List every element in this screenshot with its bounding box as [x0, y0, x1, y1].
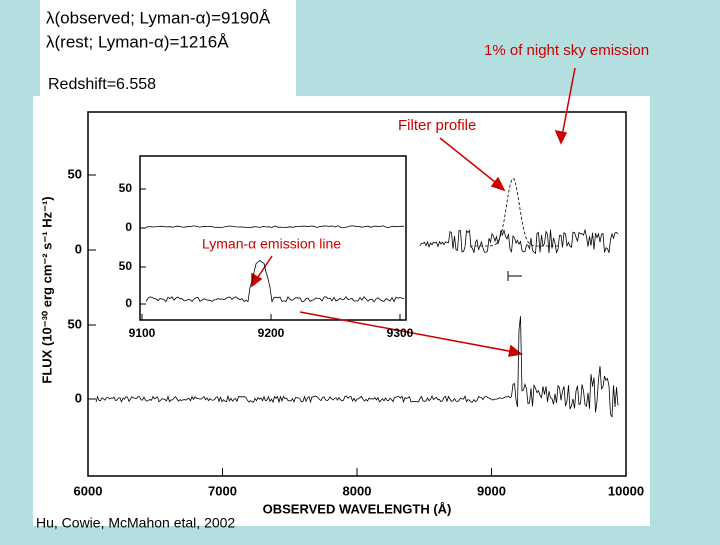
y-tick-label: 50 — [68, 166, 82, 181]
lyman-note: Lyman-α emission line — [202, 236, 341, 252]
x-tick-label: 9000 — [477, 483, 506, 498]
info-box — [40, 0, 296, 96]
inset-y-tick-label: 0 — [125, 296, 132, 310]
info-line: λ(observed; Lyman-α)=9190Å — [46, 8, 271, 27]
x-tick-label: 10000 — [608, 483, 644, 498]
inset-frame — [139, 155, 407, 321]
inset-x-tick-label: 9300 — [387, 326, 414, 340]
error-bar — [507, 271, 522, 281]
arrows — [251, 67, 576, 357]
inset-spectrum — [145, 259, 405, 304]
info-line: λ(rest; Lyman-α)=1216Å — [46, 32, 229, 51]
spectrum-upper — [419, 228, 619, 255]
y-tick-label: 0 — [75, 390, 82, 405]
redshift: Redshift=6.558 — [48, 76, 156, 93]
spectrum-lower — [95, 316, 619, 418]
x-tick-label: 7000 — [208, 483, 237, 498]
x-label: OBSERVED WAVELENGTH (Å) — [263, 501, 452, 516]
inset-x-tick-label: 9100 — [129, 326, 156, 340]
filter-profile — [470, 178, 560, 247]
filter-note: Filter profile — [398, 117, 476, 134]
sky-note: 1% of night sky emission — [484, 42, 649, 59]
y-tick-label: 50 — [68, 316, 82, 331]
inset-y-tick-label: 50 — [119, 259, 133, 273]
x-tick-label: 8000 — [343, 483, 372, 498]
y-label: FLUX (10⁻³⁰ erg cm⁻² s⁻¹ Hz⁻¹) — [39, 196, 54, 383]
inset-sky — [145, 225, 404, 229]
citation: Hu, Cowie, McMahon etal, 2002 — [36, 515, 235, 531]
x-tick-label: 6000 — [74, 483, 103, 498]
inset-y-tick-label: 50 — [119, 181, 133, 195]
y-tick-label: 0 — [75, 241, 82, 256]
inset-y-tick-label: 0 — [125, 220, 132, 234]
inset-x-tick-label: 9200 — [258, 326, 285, 340]
